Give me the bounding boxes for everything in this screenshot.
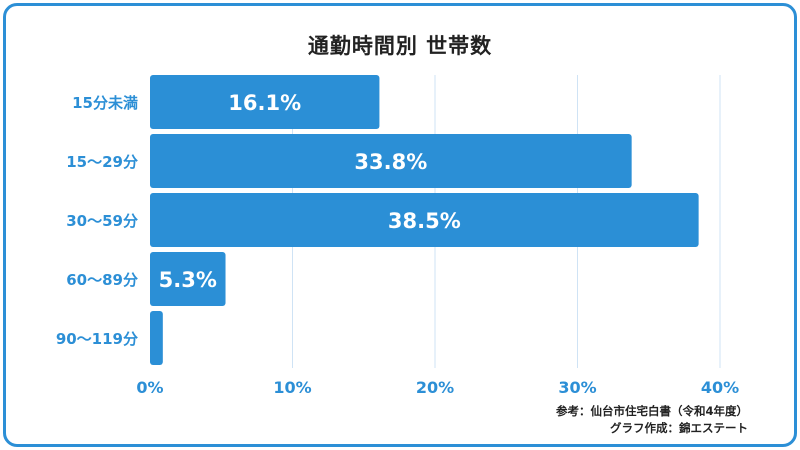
bar — [150, 193, 699, 247]
value-label: 16.1% — [228, 91, 301, 115]
chart-title: 通勤時間別 世帯数 — [307, 34, 493, 58]
value-label: 38.5% — [388, 209, 461, 233]
value-label: 5.3% — [159, 268, 217, 292]
source-author: グラフ作成：錦エステート — [610, 421, 748, 435]
category-label: 60〜89分 — [66, 271, 138, 289]
x-tick-label: 10% — [273, 378, 311, 397]
bar — [150, 75, 380, 129]
category-label: 30〜59分 — [66, 212, 138, 230]
x-tick-label: 30% — [558, 378, 596, 397]
x-tick-label: 40% — [701, 378, 739, 397]
category-label: 90〜119分 — [56, 330, 138, 348]
x-tick-label: 20% — [416, 378, 454, 397]
source-reference: 参考：仙台市住宅白書（令和4年度） — [556, 404, 748, 418]
bar — [150, 252, 226, 306]
category-label: 15分未満 — [72, 94, 138, 112]
x-tick-label: 0% — [136, 378, 163, 397]
source-note: 参考：仙台市住宅白書（令和4年度） グラフ作成：錦エステート — [556, 403, 748, 437]
value-label: 33.8% — [354, 150, 427, 174]
bar — [150, 134, 632, 188]
bar — [150, 311, 163, 365]
category-label: 15〜29分 — [66, 153, 138, 171]
